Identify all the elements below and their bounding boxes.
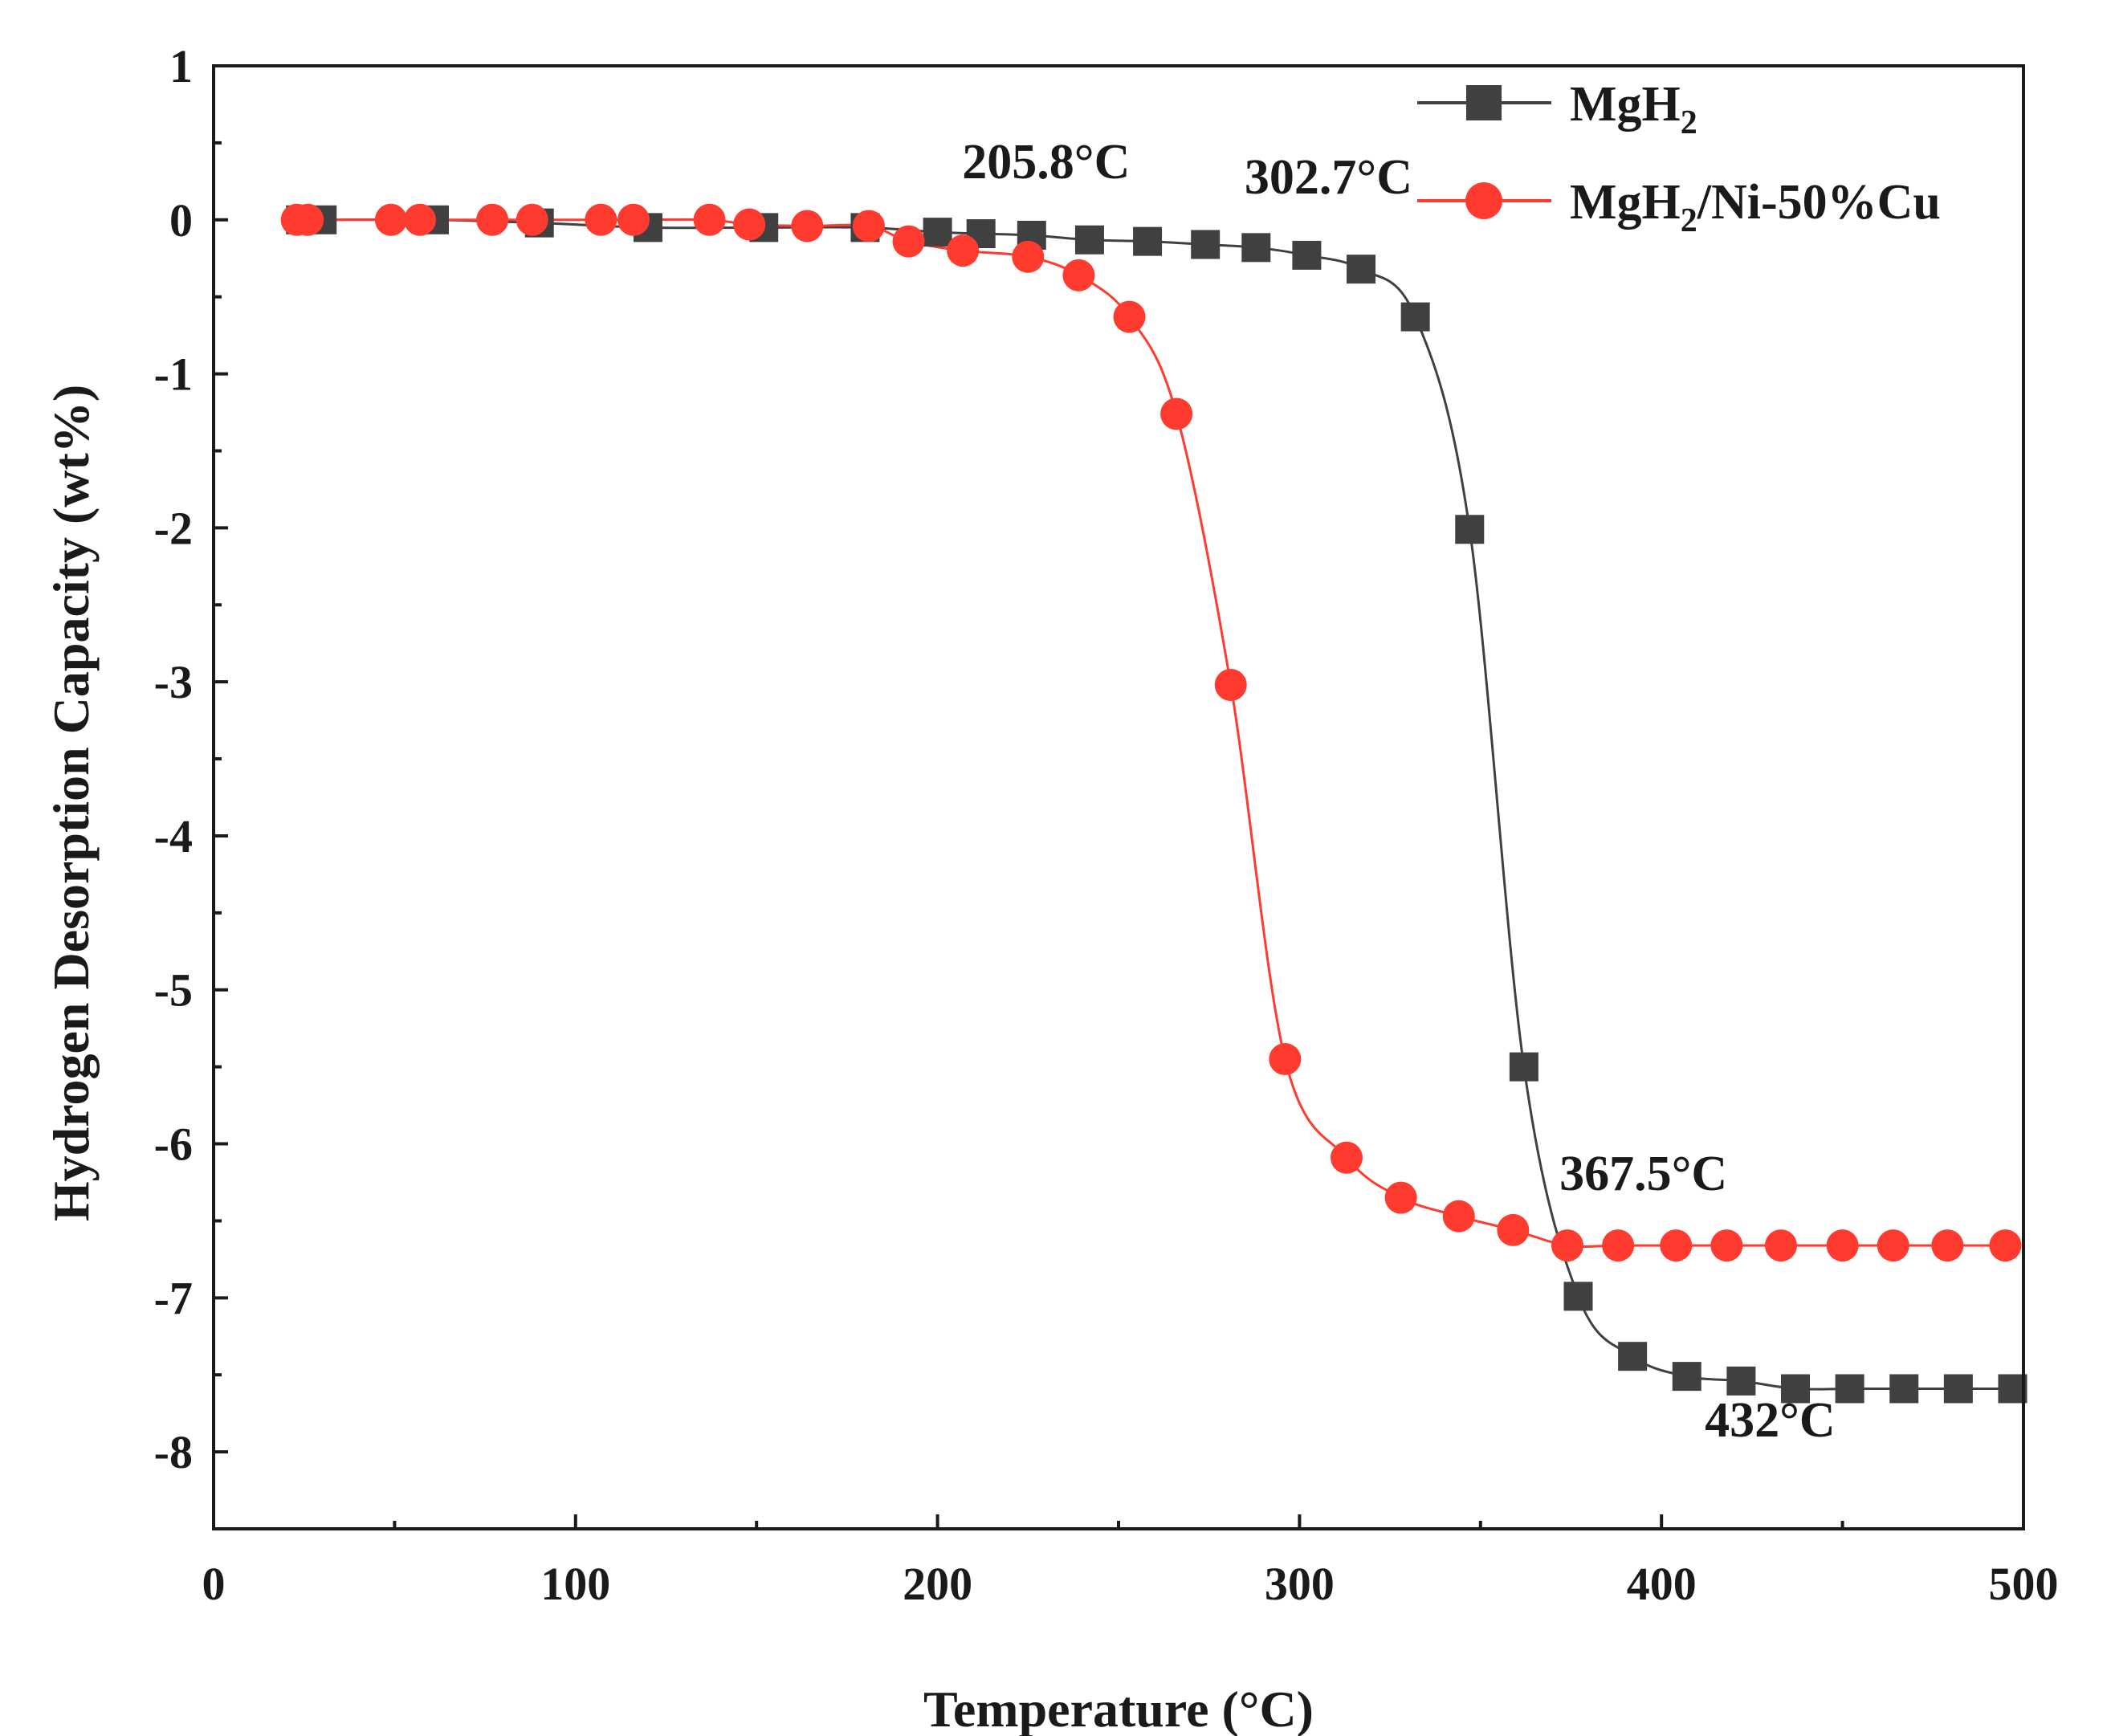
data-point-square (1889, 1374, 1919, 1404)
data-point-circle (291, 203, 324, 236)
data-point-square (1191, 230, 1221, 259)
data-point-circle (476, 203, 509, 236)
data-point-circle (1497, 1213, 1530, 1246)
data-point-circle (1214, 668, 1247, 701)
data-point-square (1074, 225, 1104, 255)
data-point-circle (1764, 1229, 1797, 1262)
data-point-circle (852, 210, 885, 242)
data-point-circle (1660, 1229, 1693, 1262)
y-tick-label: 1 (169, 40, 193, 92)
y-tick-label: -1 (154, 348, 193, 401)
data-point-square (1133, 226, 1163, 256)
data-point-circle (617, 203, 650, 236)
data-point-square (1672, 1362, 1701, 1392)
data-point-circle (403, 203, 436, 236)
data-point-circle (1269, 1043, 1302, 1076)
data-point-square (1455, 515, 1485, 544)
y-tick-label: -5 (154, 964, 193, 1017)
x-axis-title: Temperature (°C) (923, 1681, 1314, 1736)
data-point-square (923, 218, 952, 247)
data-point-circle (516, 203, 548, 236)
data-point-circle (1160, 397, 1193, 430)
data-point-circle (791, 210, 824, 242)
y-tick-label: -8 (154, 1426, 193, 1478)
legend-marker-mgh2 (1466, 85, 1502, 120)
x-tick-label: 400 (1627, 1558, 1697, 1610)
legend-label-mgh2-ni-cu: MgH2/Ni-50%Cu (1570, 175, 1941, 239)
data-point-circle (585, 203, 617, 236)
x-tick-label: 300 (1265, 1558, 1335, 1610)
y-axis-title: Hydrogen Desorption Capacity (wt%) (43, 385, 100, 1221)
data-point-circle (1062, 259, 1095, 291)
y-tick-label: 0 (169, 194, 193, 247)
data-point-square (1347, 255, 1376, 284)
series-line-1 (295, 218, 2006, 1249)
x-tick-label: 100 (540, 1558, 610, 1610)
data-point-circle (733, 208, 766, 241)
data-point-square (1726, 1366, 1756, 1396)
data-point-circle (374, 203, 407, 236)
data-point-square (1618, 1342, 1648, 1371)
y-tick-label: -2 (154, 502, 193, 554)
series-curves (295, 218, 2013, 1391)
data-point-circle (693, 203, 726, 236)
data-point-circle (1826, 1229, 1859, 1262)
data-point-circle (1384, 1181, 1417, 1214)
temperature-annotation: 302.7°C (1245, 150, 1412, 205)
x-tick-label: 200 (903, 1558, 972, 1610)
data-point-square (1563, 1282, 1593, 1311)
temperature-annotation: 367.5°C (1559, 1147, 1727, 1201)
data-point-circle (1877, 1229, 1909, 1262)
data-point-circle (1331, 1141, 1363, 1174)
y-tick-label: -6 (154, 1119, 193, 1171)
y-tick-label: -4 (154, 810, 193, 862)
data-point-square (1292, 240, 1322, 270)
data-point-circle (1931, 1229, 1964, 1262)
plot-frame (212, 64, 2025, 1530)
data-point-circle (1442, 1200, 1475, 1233)
temperature-annotation: 205.8°C (962, 135, 1130, 189)
data-point-circle (947, 234, 980, 267)
data-point-circle (1113, 300, 1146, 333)
data-point-circle (1710, 1229, 1743, 1262)
x-tick-label: 500 (1989, 1558, 2059, 1610)
data-point-square (1835, 1374, 1864, 1404)
series-line-0 (300, 218, 2013, 1391)
y-tick-label: -7 (154, 1272, 193, 1324)
data-point-circle (892, 225, 925, 258)
data-point-square (1241, 233, 1271, 263)
x-axis-ticks: 0 100 200 300 400 500 (202, 1514, 2059, 1610)
temperature-annotations: 205.8°C 302.7°C 367.5°C 432°C (962, 135, 1835, 1448)
data-point-square (1943, 1374, 1973, 1404)
y-axis-ticks: 1 0 -1 -2 -3 -4 -5 -6 -7 -8 (154, 40, 228, 1530)
legend: MgH2 MgH2/Ni-50%Cu (1417, 77, 1941, 239)
legend-label-mgh2: MgH2 (1570, 77, 1697, 141)
legend-marker-mgh2-ni-cu (1465, 182, 1502, 219)
legend-entry-mgh2: MgH2 (1417, 77, 1697, 141)
series-markers (280, 203, 2027, 1404)
data-point-circle (1551, 1229, 1583, 1262)
temperature-annotation: 432°C (1705, 1393, 1836, 1448)
legend-entry-mgh2-ni-cu: MgH2/Ni-50%Cu (1417, 175, 1941, 239)
data-point-square (1509, 1052, 1538, 1082)
x-tick-label: 0 (202, 1558, 226, 1610)
data-point-square (1400, 302, 1430, 332)
data-point-circle (1012, 240, 1045, 273)
data-point-square (1780, 1374, 1810, 1404)
data-point-circle (1989, 1229, 2022, 1262)
y-tick-label: -3 (154, 656, 193, 708)
data-point-circle (1602, 1229, 1635, 1262)
